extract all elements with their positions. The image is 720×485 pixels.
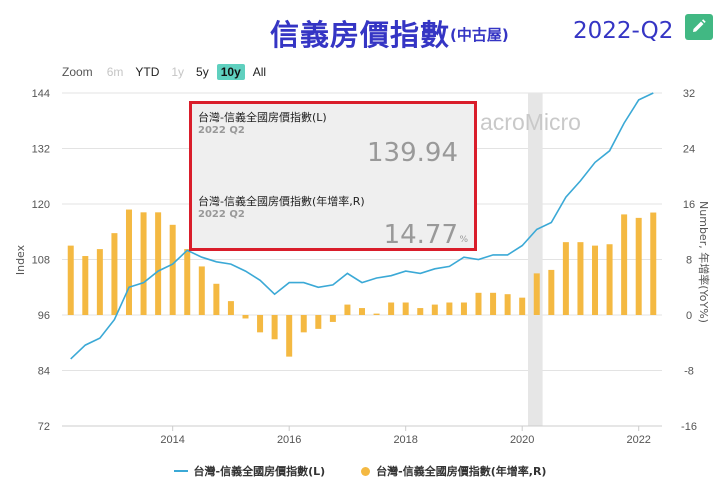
line-legend-icon (173, 470, 188, 472)
left-axis-tick-label: 72 (38, 421, 50, 433)
tooltip-series2-value: 14.77 (383, 220, 458, 250)
bar (184, 249, 191, 315)
bar (388, 302, 395, 315)
zoom-all-button[interactable]: All (252, 65, 267, 79)
period-label: 2022-Q2 (573, 18, 674, 44)
chart-legend: 台灣-信義全國房價指數(L) 台灣-信義全國房價指數(年增率,R) (0, 462, 720, 480)
zoom-5y-button[interactable]: 5y (196, 65, 209, 79)
right-axis-tick-label: 16 (683, 199, 695, 211)
bar (111, 233, 118, 315)
left-axis-tick-label: 144 (32, 88, 50, 100)
tooltip-series2-unit: % (459, 235, 468, 245)
x-axis-tick-label: 2014 (160, 434, 184, 446)
right-axis-tick-label: 32 (683, 88, 695, 100)
right-axis-tick-label: -16 (681, 421, 697, 433)
bar (373, 313, 380, 315)
bar-series (67, 209, 657, 357)
zoom-selector: Zoom 6m YTD 1y 5y 10y All (62, 63, 274, 81)
tooltip-series2-name: 台灣-信義全國房價指數(年增率,R) (198, 195, 365, 208)
zoom-ytd-button[interactable]: YTD (135, 65, 160, 79)
data-tooltip: 台灣-信義全國房價指數(L) 2022 Q2 139.94 台灣-信義全國房價指… (189, 101, 477, 251)
legend-bar-label: 台灣-信義全國房價指數(年增率,R) (376, 465, 547, 478)
bar (519, 297, 526, 315)
bar (125, 209, 132, 315)
bar (198, 266, 205, 315)
bar (213, 283, 220, 315)
bar (460, 302, 467, 315)
bar (257, 315, 264, 333)
bar (286, 315, 293, 357)
left-axis-ticks: 72 84 96 108 120 132 144 (32, 88, 50, 433)
bar (431, 304, 438, 315)
bar (82, 256, 89, 315)
shaded-period (528, 93, 543, 426)
pencil-icon (693, 19, 706, 32)
bar (140, 212, 147, 315)
bar (490, 292, 497, 315)
right-axis-title: Number, 年增率(YoY%) (697, 201, 711, 323)
right-axis-tick-label: 0 (686, 310, 692, 322)
bar (446, 302, 453, 315)
bar (635, 217, 642, 315)
line-series (70, 92, 654, 360)
x-axis-tick-label: 2020 (510, 434, 534, 446)
right-axis-tick-label: -8 (684, 366, 694, 378)
page-title: 信義房價指數 (270, 18, 451, 52)
bar (67, 245, 74, 315)
bar (650, 212, 657, 315)
bar (359, 308, 365, 315)
bar (344, 304, 351, 315)
bar (475, 292, 482, 315)
dot-legend-icon (361, 466, 371, 476)
page-subtitle: (中古屋) (450, 26, 509, 44)
bar (227, 301, 234, 315)
bar (548, 269, 555, 315)
zoom-1y-button[interactable]: 1y (171, 65, 185, 79)
left-axis-tick-label: 84 (38, 366, 50, 378)
bar (155, 212, 162, 315)
right-axis-tick-label: 24 (683, 144, 695, 156)
legend-line-label: 台灣-信義全國房價指數(L) (193, 465, 326, 478)
right-axis-ticks: -16 -8 0 8 16 24 32 (681, 88, 697, 433)
tooltip-series2-date: 2022 Q2 (198, 209, 245, 220)
tooltip-series1-name: 台灣-信義全國房價指數(L) (198, 111, 327, 124)
bar (315, 315, 322, 329)
left-axis-tick-label: 120 (32, 199, 50, 211)
legend-item-line[interactable]: 台灣-信義全國房價指數(L) (173, 463, 326, 479)
left-axis-tick-label: 96 (38, 310, 50, 322)
zoom-10y-button[interactable]: 10y (216, 64, 245, 80)
bar (592, 245, 599, 315)
zoom-6m-button[interactable]: 6m (106, 65, 124, 79)
bar (417, 308, 424, 315)
left-axis-tick-label: 108 (32, 255, 50, 267)
bar (606, 244, 613, 315)
bar (169, 224, 176, 315)
x-axis-tick-label: 2022 (626, 434, 650, 446)
legend-item-bar[interactable]: 台灣-信義全國房價指數(年增率,R) (361, 463, 546, 479)
bar (504, 294, 511, 315)
bar (402, 302, 409, 315)
x-axis-ticks: 2014 2016 2018 2020 2022 (62, 425, 662, 446)
bar (242, 315, 249, 319)
x-axis-tick-label: 2018 (393, 434, 417, 446)
left-axis-title: Index (14, 244, 27, 275)
zoom-label: Zoom (62, 65, 93, 79)
edit-button[interactable] (685, 14, 713, 40)
bar (577, 242, 584, 315)
watermark: acroMicro (480, 109, 581, 135)
bar (271, 315, 278, 340)
bar (300, 315, 307, 333)
bar (533, 273, 540, 315)
tooltip-series1-value: 139.94 (367, 138, 458, 168)
bar (96, 249, 103, 315)
x-axis-tick-label: 2016 (277, 434, 301, 446)
bar (621, 214, 628, 315)
left-axis-tick-label: 132 (32, 144, 50, 156)
tooltip-series1-date: 2022 Q2 (198, 125, 245, 136)
bar (329, 315, 336, 322)
right-axis-tick-label: 8 (686, 255, 692, 267)
bar (562, 242, 569, 315)
